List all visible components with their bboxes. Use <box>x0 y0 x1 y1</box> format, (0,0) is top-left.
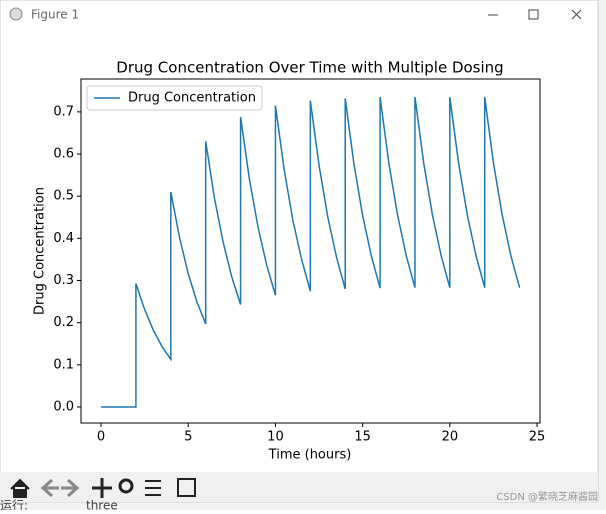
pan-button[interactable] <box>92 478 112 498</box>
x-tick-label: 20 <box>442 430 459 445</box>
x-axis-label: Time (hours) <box>268 448 352 463</box>
data-line <box>101 97 521 408</box>
home-button[interactable] <box>10 478 30 498</box>
x-tick-label: 15 <box>354 430 371 445</box>
save-button[interactable] <box>177 478 196 497</box>
window-title: Figure 1 <box>31 8 79 22</box>
x-tick-label: 0 <box>97 430 105 445</box>
x-tick-label: 5 <box>184 430 192 445</box>
forward-button[interactable] <box>61 478 80 498</box>
legend-box <box>86 85 263 111</box>
toolbar <box>0 472 598 502</box>
y-tick-label: 0.6 <box>53 147 74 162</box>
zoom-button[interactable] <box>118 478 134 494</box>
run-label: 运行: <box>0 499 28 511</box>
y-tick-label: 0.2 <box>53 315 74 330</box>
y-tick-label: 0.5 <box>53 189 74 204</box>
back-button[interactable] <box>40 478 59 498</box>
x-tick-label: 10 <box>267 430 284 445</box>
configure-button[interactable] <box>145 480 161 496</box>
y-tick-label: 0.7 <box>53 104 74 119</box>
chart-title: Drug Concentration Over Time with Multip… <box>116 59 503 77</box>
x-tick-label: 25 <box>529 430 546 445</box>
legend-label: Drug Concentration <box>128 91 256 106</box>
watermark: CSDN @繁晓芝麻酱园 <box>496 490 598 503</box>
window-icon <box>9 7 23 21</box>
run-name: three <box>86 499 118 511</box>
y-axis-label: Drug Concentration <box>33 187 48 315</box>
maximize-button[interactable] <box>528 9 539 20</box>
y-tick-label: 0.3 <box>53 273 74 288</box>
close-button[interactable] <box>571 9 582 20</box>
y-tick-label: 0.4 <box>53 231 74 246</box>
y-tick-label: 0.1 <box>53 357 74 372</box>
y-tick-label: 0.0 <box>53 399 74 414</box>
